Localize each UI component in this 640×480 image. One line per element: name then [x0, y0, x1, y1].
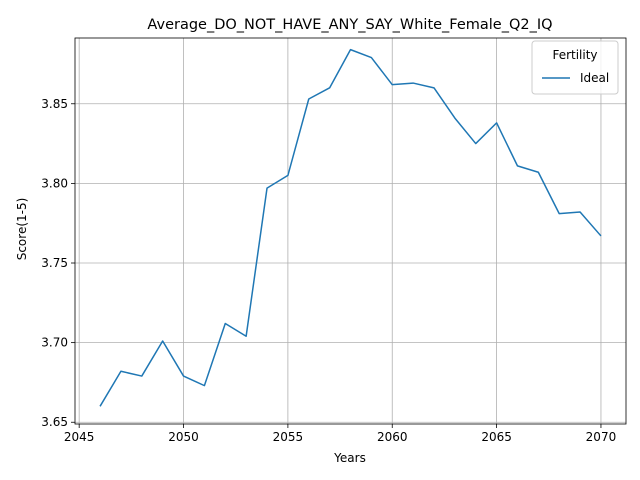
- y-tick-label: 3.75: [41, 256, 68, 270]
- x-tick-label: 2050: [168, 430, 199, 444]
- x-tick-label: 2060: [377, 430, 408, 444]
- x-tick-label: 2055: [273, 430, 304, 444]
- series-line-ideal: [99, 48, 602, 407]
- legend-box: [531, 40, 619, 95]
- y-tick-label: 3.80: [41, 176, 68, 190]
- plot-frame: [74, 37, 627, 425]
- legend-entry-label: Ideal: [580, 71, 609, 85]
- y-tick-label: 3.70: [41, 336, 68, 350]
- chart-title: Average_DO_NOT_HAVE_ANY_SAY_White_Female…: [147, 17, 552, 33]
- x-axis-label: Years: [333, 451, 366, 465]
- legend: Fertility Ideal: [531, 40, 619, 95]
- y-tick-label: 3.65: [41, 415, 68, 429]
- x-tick-label: 2045: [64, 430, 95, 444]
- legend-title: Fertility: [552, 48, 597, 62]
- x-tick-label: 2070: [586, 430, 617, 444]
- y-axis-label: Score(1-5): [15, 198, 29, 261]
- grid-lines: [75, 38, 626, 424]
- y-tick-label: 3.85: [41, 97, 68, 111]
- series-layer: [99, 48, 602, 407]
- x-tick-label: 2065: [481, 430, 512, 444]
- axis-ticks: 2045 2050 2055 2060 2065 2070 3.65 3.70 3.75 3.80…: [41, 97, 616, 444]
